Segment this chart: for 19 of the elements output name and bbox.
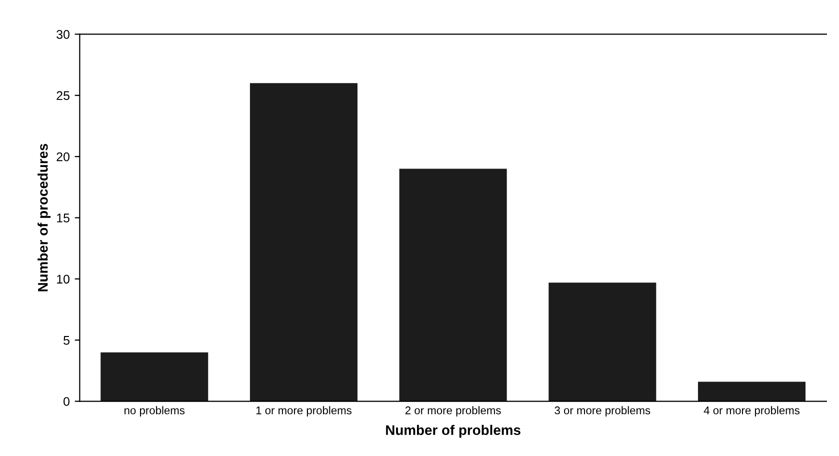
- bar: [250, 83, 358, 402]
- x-tick-label: no problems: [124, 406, 185, 416]
- bar: [548, 282, 656, 402]
- x-tick-label: 3 or more problems: [554, 406, 650, 416]
- bar: [698, 382, 806, 402]
- y-tick-label: 15: [57, 214, 70, 222]
- x-tick-label: 4 or more problems: [704, 406, 800, 416]
- y-tick-label: 0: [64, 397, 70, 406]
- bar: [100, 352, 208, 402]
- y-tick-label: 10: [57, 274, 70, 284]
- y-tick-label: 5: [64, 336, 70, 345]
- y-tick-label: 25: [56, 91, 70, 100]
- y-tick-label: 20: [56, 152, 70, 162]
- x-tick-label: 2 or more problems: [405, 406, 501, 416]
- bar: [399, 168, 507, 402]
- x-tick-label: 1 or more problems: [256, 406, 352, 416]
- x-axis-title: Number of problems: [386, 424, 520, 438]
- y-axis-title: Number of procedures: [38, 144, 51, 292]
- y-tick-label: 30: [56, 30, 70, 39]
